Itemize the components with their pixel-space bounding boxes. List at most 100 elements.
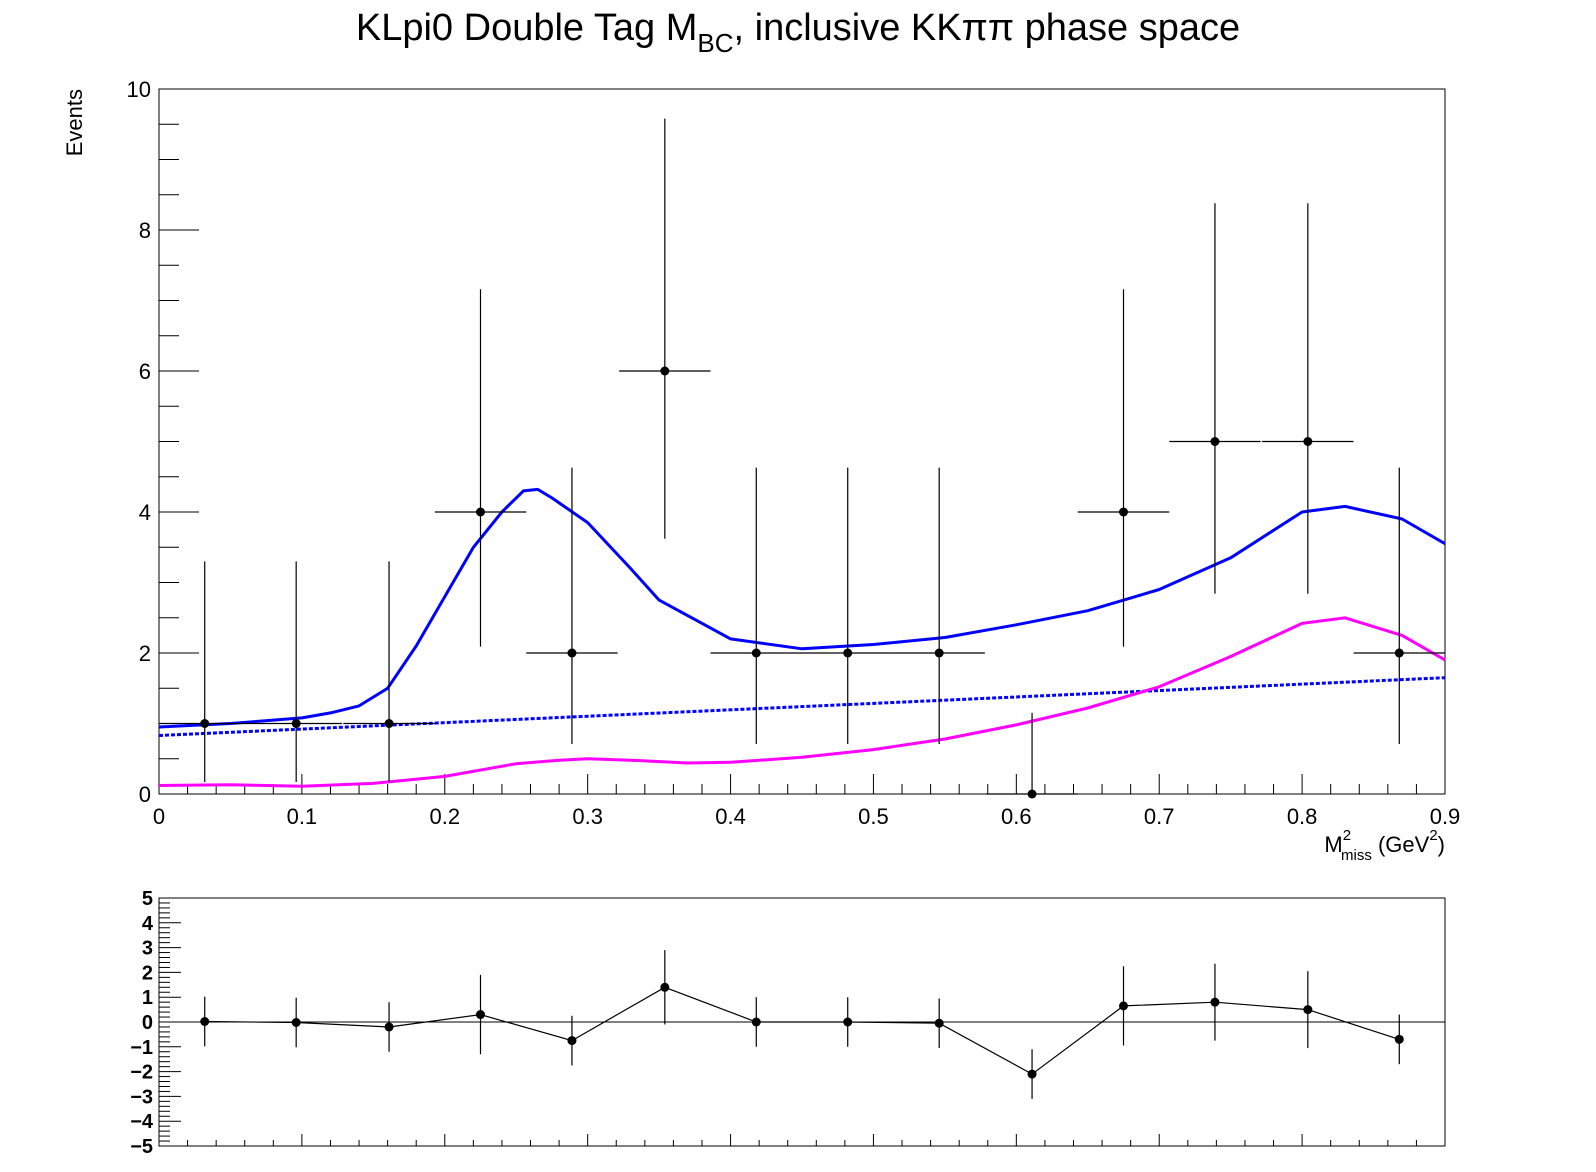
residual-marker: [660, 982, 670, 992]
data-marker: [1210, 437, 1220, 446]
residual-point: [476, 974, 485, 1055]
residual-tick-label: −2: [130, 1062, 153, 1084]
y-tick-label: 10: [127, 77, 151, 102]
x-tick-label: 0: [153, 804, 165, 829]
data-marker: [1394, 648, 1404, 658]
data-point: [802, 467, 894, 744]
residual-marker: [934, 1018, 944, 1028]
data-marker: [1119, 507, 1128, 517]
residual-point: [751, 997, 761, 1047]
residual-connecting-line: [204, 986, 1400, 1075]
residual-marker: [1119, 1001, 1128, 1011]
data-marker: [934, 648, 944, 658]
residual-point: [1303, 971, 1313, 1049]
data-marker: [291, 719, 301, 728]
x-tick-label: 0.9: [1430, 804, 1461, 829]
residual-tick-label: 3: [142, 938, 153, 960]
x-tick-label: 0.2: [429, 804, 460, 829]
data-point: [343, 561, 435, 783]
x-tick-label: 0.1: [287, 804, 318, 829]
data-point: [1262, 203, 1354, 594]
residual-marker: [1027, 1069, 1037, 1079]
residual-point: [384, 1002, 394, 1052]
data-points: [159, 118, 1445, 799]
y-tick-label: 8: [139, 218, 151, 243]
residual-point: [1119, 966, 1128, 1046]
residual-tick-label: 2: [142, 962, 153, 984]
residual-marker: [476, 1010, 485, 1020]
x-tick-label: 0.8: [1287, 804, 1318, 829]
residual-marker: [200, 1017, 210, 1027]
residual-marker: [291, 1017, 301, 1027]
data-point: [1353, 467, 1445, 744]
data-point: [434, 289, 527, 647]
residual-tick-label: 1: [142, 987, 153, 1009]
data-point: [250, 561, 342, 783]
data-point: [619, 118, 711, 539]
x-axis-label-unit-superscript: 2: [1429, 827, 1437, 844]
x-tick-label: 0.7: [1144, 804, 1175, 829]
residual-point: [1210, 963, 1220, 1041]
chart-title-subscript: BC: [697, 28, 733, 58]
chart-title-rest: , inclusive KKππ phase space: [734, 7, 1241, 49]
x-axis-label-unit-close: ): [1438, 832, 1445, 857]
residual-marker: [567, 1036, 577, 1046]
residual-tick-label: 4: [142, 913, 154, 935]
residual-point: [843, 997, 853, 1047]
x-axis-label-subscript: miss: [1341, 847, 1372, 864]
y-tick-label: 0: [139, 782, 151, 807]
data-marker: [384, 719, 394, 728]
y-tick-label: 4: [139, 500, 151, 525]
y-axis-label: Events: [62, 89, 87, 156]
y-tick-label: 2: [139, 641, 151, 666]
residual-point: [934, 998, 944, 1049]
chart-title-main: KLpi0 Double Tag M: [356, 7, 698, 49]
data-marker: [1303, 437, 1313, 446]
residual-point: [200, 996, 210, 1047]
residual-tick-label: −4: [130, 1111, 154, 1133]
x-tick-label: 0.4: [715, 804, 746, 829]
residual-marker: [1210, 997, 1220, 1007]
x-axis-label-superscript: 2: [1343, 827, 1351, 844]
residual-point: [291, 997, 301, 1048]
background-component-curve: [158, 676, 1446, 737]
residual-tick-label: 5: [142, 888, 153, 910]
data-marker: [200, 719, 210, 728]
data-point: [526, 467, 618, 744]
residual-points: [159, 950, 1445, 1099]
y-tick-label: 6: [139, 359, 151, 384]
main-axis-ticks: 0 0.1 0.2 0.3 0.4 0.5 0.6 0.7 0.8 0.9 0 2 4 6 8 10: [127, 77, 1461, 829]
data-point: [1169, 203, 1261, 594]
residual-tick-label: −5: [130, 1136, 153, 1158]
signal-component-curve: [158, 616, 1446, 788]
residual-point: [1394, 1014, 1404, 1065]
x-tick-label: 0.3: [572, 804, 603, 829]
data-marker: [843, 648, 853, 658]
residual-tick-label: −1: [130, 1037, 153, 1059]
data-point: [159, 561, 251, 783]
data-point: [710, 467, 802, 744]
fit-curves: [158, 487, 1446, 788]
data-point: [986, 712, 1078, 799]
residual-point: [660, 950, 670, 1025]
residual-marker: [1303, 1005, 1313, 1015]
data-point: [893, 467, 985, 744]
residual-marker: [1394, 1034, 1404, 1044]
residual-point: [567, 1015, 577, 1066]
residual-marker: [843, 1017, 853, 1027]
residual-axis-ticks: 5 4 32 1 0 −1 −2−3 −4 −5: [130, 888, 1446, 1158]
residual-marker: [751, 1017, 761, 1027]
x-axis-label: M2 miss (GeV2): [1324, 827, 1445, 864]
residual-tick-label: −3: [130, 1086, 153, 1108]
total-fit-curve: [158, 487, 1446, 729]
x-tick-label: 0.6: [1001, 804, 1032, 829]
data-marker: [751, 648, 761, 658]
residual-tick-label: 0: [142, 1012, 153, 1034]
x-axis-label-unit-open: (GeV: [1372, 832, 1430, 857]
data-marker: [660, 366, 670, 376]
data-marker: [567, 648, 577, 658]
x-axis-label-base: M: [1324, 832, 1342, 857]
residual-point: [1027, 1049, 1037, 1099]
chart-title: KLpi0 Double Tag MBC, inclusive KKππ pha…: [356, 7, 1240, 58]
